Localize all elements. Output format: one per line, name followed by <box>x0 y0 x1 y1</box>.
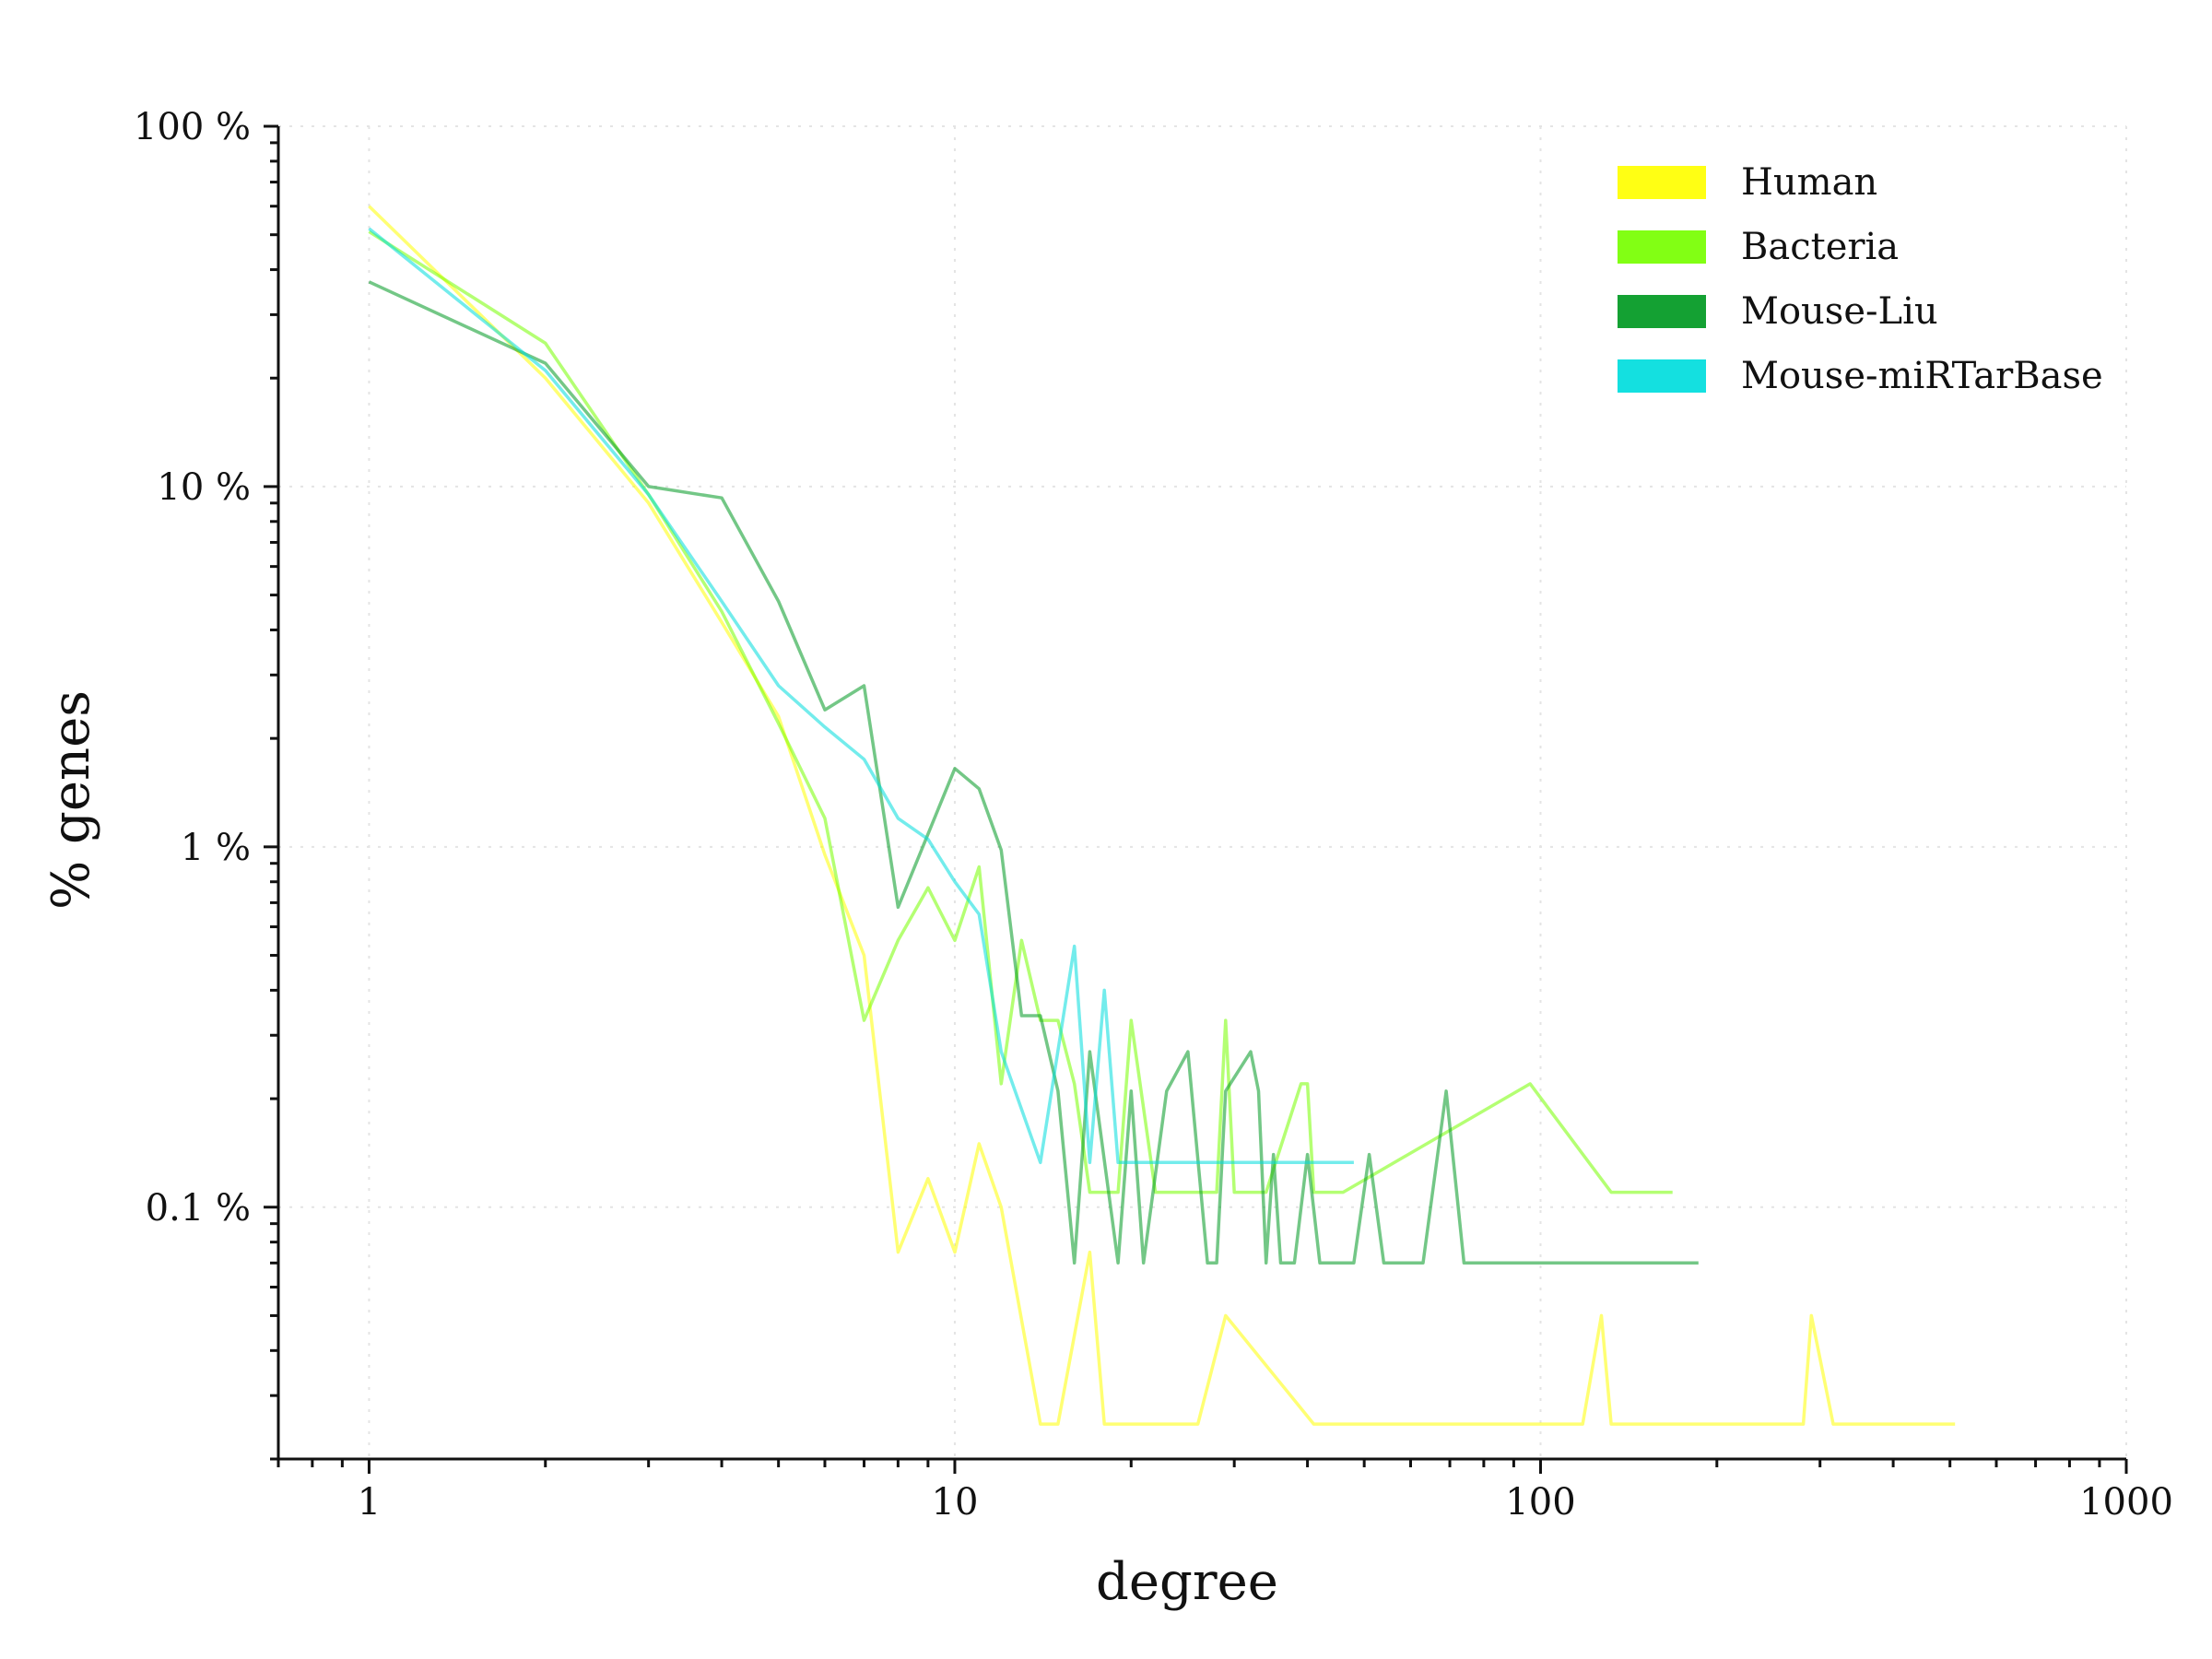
y-tick-label: 100 % <box>134 106 251 148</box>
plot-area <box>368 205 1956 1426</box>
y-tick-label: 10 % <box>157 466 251 509</box>
series-line-bacteria <box>368 229 1673 1194</box>
x-tick-label: 1000 <box>2079 1481 2173 1524</box>
legend-swatch-mouse-mirtarbase <box>1618 359 1706 393</box>
legend-swatch-mouse-liu <box>1618 295 1706 328</box>
x-axis-title: degree <box>1096 1552 1278 1612</box>
y-tick-label: 0.1 % <box>146 1187 251 1230</box>
legend-label-mouse-liu: Mouse-Liu <box>1741 290 1938 333</box>
legend-label-human: Human <box>1741 161 1877 204</box>
legend-label-bacteria: Bacteria <box>1741 226 1899 268</box>
x-tick-label: 1 <box>358 1481 381 1524</box>
ticks: 1 10 100 1000 100 % 10 % 1 % 0.1 % <box>134 106 2173 1524</box>
series-line-mouse-mirtarbase <box>368 227 1354 1165</box>
grid <box>278 125 2127 1459</box>
series-line-mouse-liu <box>368 280 1699 1265</box>
y-tick-label: 1 % <box>181 827 251 869</box>
y-axis-title: % genes <box>41 690 101 910</box>
legend: Human Bacteria Mouse-Liu Mouse-miRTarBase <box>1618 161 2103 397</box>
legend-swatch-bacteria <box>1618 230 1706 264</box>
legend-label-mouse-mirtarbase: Mouse-miRTarBase <box>1741 355 2103 397</box>
series-line-human <box>368 205 1956 1426</box>
x-tick-label: 10 <box>932 1481 979 1524</box>
x-tick-label: 100 <box>1505 1481 1575 1524</box>
legend-swatch-human <box>1618 166 1706 199</box>
axes <box>276 126 2126 1461</box>
